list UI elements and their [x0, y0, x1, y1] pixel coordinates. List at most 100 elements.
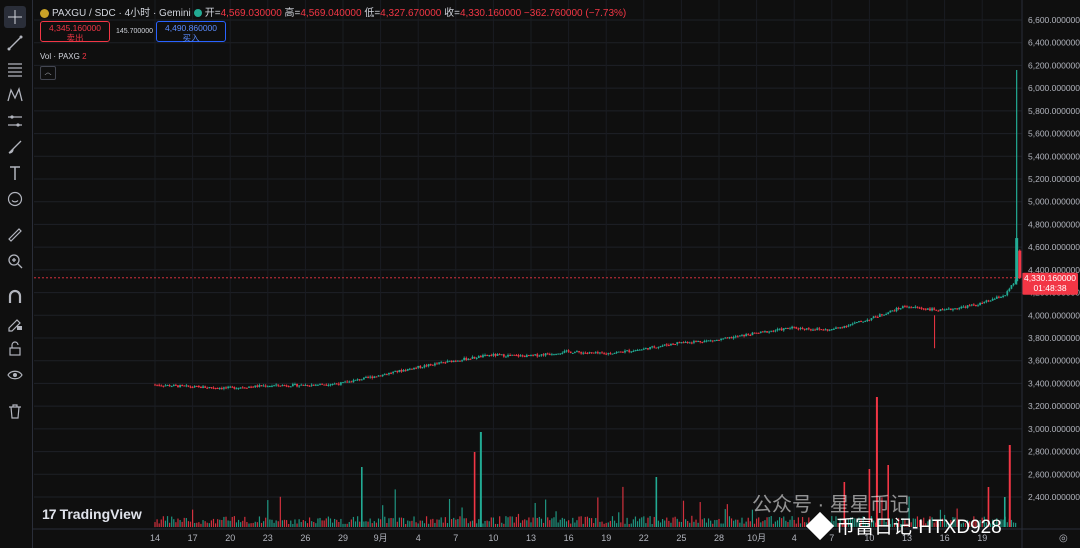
volume-bar — [473, 452, 476, 527]
volume-bar — [973, 516, 975, 527]
volume-bar — [436, 519, 438, 527]
candle-body — [352, 380, 355, 383]
candle-body — [912, 307, 915, 309]
volume-bar — [864, 522, 866, 527]
candle-body — [780, 328, 783, 331]
trash-icon[interactable] — [4, 400, 26, 422]
trendline-icon[interactable] — [4, 32, 26, 54]
candle-body — [191, 387, 194, 389]
candle-body — [866, 319, 869, 322]
volume-bar — [315, 523, 317, 527]
candle-body — [736, 336, 739, 338]
candle-body — [1012, 283, 1015, 286]
volume-bar — [835, 516, 837, 527]
buy-price: 4,490.860000 — [165, 23, 217, 33]
unlock-icon[interactable] — [4, 338, 26, 360]
candle-body — [816, 328, 819, 330]
candle-body — [285, 385, 288, 387]
eye-icon[interactable] — [4, 364, 26, 386]
volume-bar — [1010, 519, 1013, 527]
emoji-icon[interactable] — [4, 188, 26, 210]
candle-body — [991, 299, 994, 301]
candle-body — [655, 347, 658, 349]
volume-legend[interactable]: Vol · PAXG 2 — [40, 52, 87, 61]
time-tick-label: 4 — [416, 533, 421, 543]
fib-icon[interactable] — [4, 58, 26, 80]
candle-body — [812, 329, 814, 331]
magnet-icon[interactable] — [4, 286, 26, 308]
volume-bar — [467, 523, 469, 527]
candle-body — [375, 376, 378, 378]
lock-drawing-icon[interactable] — [4, 312, 26, 334]
candle-body — [373, 376, 376, 378]
volume-bar — [710, 520, 712, 527]
crosshair-icon[interactable] — [4, 6, 26, 28]
volume-bar — [1003, 497, 1006, 527]
spike-candle-body — [1015, 238, 1019, 282]
candle-body — [471, 356, 474, 359]
volume-bar — [225, 516, 227, 527]
candle-body — [532, 354, 534, 356]
symbol-title[interactable]: PAXGU / SDC · 4小时 · Gemini — [52, 8, 191, 19]
candle-body — [916, 306, 919, 308]
volume-bar — [179, 520, 181, 527]
brush-icon[interactable] — [4, 136, 26, 158]
candle-body — [922, 308, 925, 310]
candle-body — [893, 310, 896, 312]
volume-bar — [791, 516, 793, 527]
time-tick-label: 16 — [564, 533, 574, 543]
volume-bar — [906, 523, 908, 527]
candle-body — [185, 385, 188, 387]
volume-bar — [590, 518, 593, 527]
candle-body — [220, 388, 223, 390]
volume-bar — [206, 522, 208, 527]
buy-button[interactable]: 4,490.860000 买入 — [156, 21, 226, 43]
settings-icon[interactable]: ◎ — [1059, 533, 1068, 544]
candle-body — [367, 376, 369, 378]
volume-bar — [747, 517, 749, 527]
pattern-icon[interactable] — [4, 84, 26, 106]
volume-bar — [670, 522, 672, 527]
volume-bar — [411, 520, 413, 527]
volume-bar — [703, 518, 705, 527]
candle-body — [876, 316, 879, 318]
time-tick-label: 22 — [639, 533, 649, 543]
volume-bar — [783, 516, 785, 527]
candle-body — [947, 308, 950, 310]
volume-bar — [735, 519, 737, 527]
volume-bar — [622, 486, 624, 527]
low-label: 低= — [364, 8, 381, 19]
candle-body — [323, 384, 326, 386]
candle-body — [793, 326, 796, 328]
candle-body — [523, 355, 526, 358]
sell-button[interactable]: 4,345.160000 卖出 — [40, 21, 110, 43]
candle-body — [835, 327, 837, 329]
volume-bar — [534, 502, 536, 527]
text-icon[interactable] — [4, 162, 26, 184]
volume-bar — [313, 521, 315, 527]
tradingview-logo: 17 TradingView — [42, 506, 142, 522]
candle-body — [933, 308, 936, 310]
candle-body — [787, 328, 789, 330]
volume-bar — [321, 520, 323, 527]
volume-bar — [459, 516, 461, 527]
volume-bar — [697, 522, 699, 527]
candle-body — [972, 304, 975, 306]
candle-body — [776, 329, 779, 331]
zoom-in-icon[interactable] — [4, 250, 26, 272]
candle-body — [686, 341, 689, 343]
volume-bar — [296, 523, 298, 527]
volume-bar — [921, 520, 923, 527]
candle-body — [596, 352, 599, 354]
candle-body — [248, 386, 250, 388]
candle-body — [390, 372, 392, 374]
candle-body — [757, 332, 760, 334]
candle-body — [174, 384, 177, 386]
candle-body — [826, 329, 829, 331]
chevron-up-icon[interactable]: ︿ — [40, 66, 56, 80]
candle-body — [461, 360, 463, 362]
candle-body — [289, 386, 292, 388]
ruler-icon[interactable] — [4, 224, 26, 246]
measure-lines-icon[interactable] — [4, 110, 26, 132]
